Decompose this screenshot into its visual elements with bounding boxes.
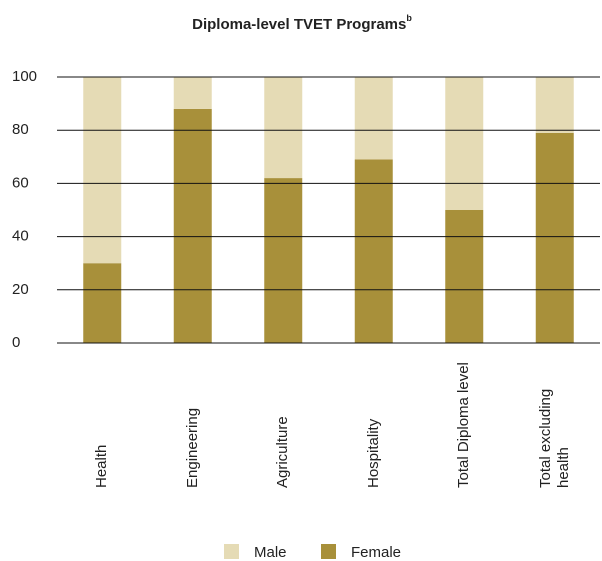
title-text: Diploma-level TVET Programs (192, 16, 406, 33)
x-tick-label: Hospitality (364, 418, 382, 488)
chart-title: Diploma-level TVET Programsb (192, 13, 412, 33)
bar-segment (354, 77, 393, 160)
y-tick-label: 100 (12, 68, 37, 85)
bar-segment (354, 159, 393, 343)
y-tick-label: 80 (12, 121, 29, 138)
x-tick-label: Health (93, 444, 111, 488)
bar-segment (264, 77, 303, 179)
y-tick-label: 0 (12, 334, 20, 351)
legend-swatch (224, 544, 239, 559)
legend-label: Male (254, 544, 287, 561)
y-tick-label: 60 (12, 174, 29, 191)
bar-segment (173, 108, 212, 343)
bar-segment (83, 77, 122, 264)
x-tick-label: Total excluding health (536, 388, 572, 488)
bar-segment (535, 132, 574, 343)
bar-segment (264, 178, 303, 343)
y-tick-label: 20 (12, 281, 29, 298)
legend-label: Female (351, 544, 401, 561)
x-tick-label: Engineering (183, 407, 201, 488)
bar-segment (535, 77, 574, 133)
title-superscript: b (406, 13, 412, 23)
bar-segment (445, 77, 484, 210)
bar-segment (173, 77, 212, 109)
bar-segment (445, 210, 484, 343)
bar-segment (83, 263, 122, 343)
y-tick-label: 40 (12, 228, 29, 245)
x-tick-label: Total Diploma level (455, 362, 473, 488)
x-tick-label: Agriculture (274, 416, 292, 488)
legend-swatch (321, 544, 336, 559)
